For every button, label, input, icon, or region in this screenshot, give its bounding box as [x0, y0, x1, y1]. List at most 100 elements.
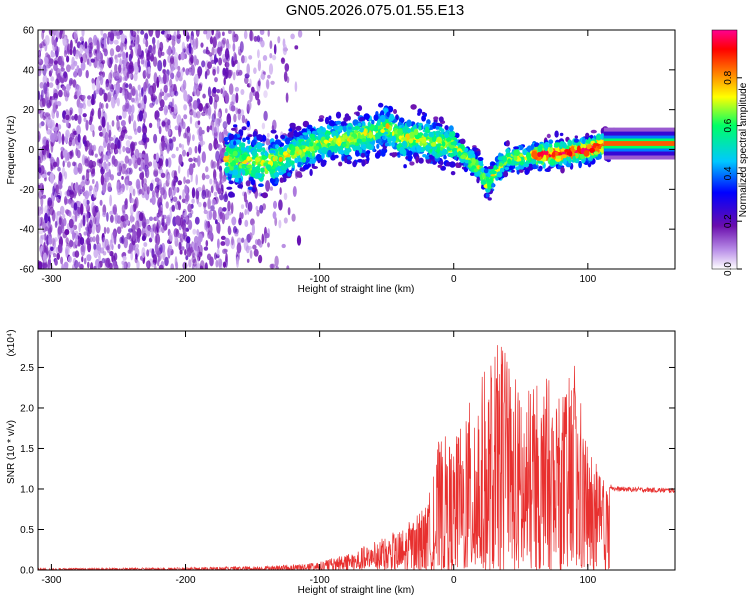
spectrogram-cell [469, 150, 475, 155]
spectrogram-cell [53, 126, 59, 132]
spectrogram-cell [223, 248, 228, 253]
spectrogram-cell [85, 140, 90, 148]
spectrogram-cell [209, 95, 213, 105]
spectrogram-cell [225, 252, 228, 263]
spectrogram-cell [389, 113, 395, 122]
spectrogram-cell [73, 202, 78, 212]
spectrogram-cell [88, 49, 92, 58]
spectrogram-cell [258, 183, 264, 187]
spectrogram-cell [173, 59, 178, 70]
spectrogram-cell [205, 174, 210, 180]
spectrogram-cell [278, 146, 284, 152]
spectrogram-cell [300, 141, 307, 146]
spectrogram-cell [241, 165, 246, 169]
spectrogram-cell [452, 140, 457, 146]
spectrogram-cell [187, 203, 192, 213]
spectrogram-cell [90, 58, 96, 63]
snr-y-tick-label: 1.0 [20, 484, 34, 495]
spectrogram-cell [287, 131, 294, 138]
spectrogram-cell [294, 81, 298, 93]
spectrogram-cell [453, 150, 459, 156]
spectrogram-cell [131, 154, 136, 165]
spectrogram-cell [171, 84, 175, 89]
spectrogram-cell [40, 89, 44, 101]
spectrogram-cell [339, 126, 343, 131]
spectrogram-cell [311, 150, 315, 157]
spectrogram-cell [421, 111, 426, 116]
spectrogram-cell [198, 233, 203, 243]
spectrogram-cell [125, 51, 129, 59]
spectrogram-cell [497, 156, 504, 161]
spectrogram-cell [146, 186, 150, 195]
spectrogram-cell [228, 133, 235, 140]
spectrogram-cell [215, 150, 220, 162]
spectrogram-cell [513, 146, 520, 150]
spectrogram-cell [188, 157, 194, 163]
spectrogram-cell [559, 132, 564, 137]
spectrogram-cell [251, 149, 257, 157]
spectrogram-cell [555, 155, 562, 159]
spectrogram-cell [50, 119, 55, 131]
spectrogram-cell [449, 130, 456, 138]
spectrogram-cell [64, 196, 68, 206]
spectrogram-cell [108, 148, 113, 154]
spectrogram-cell [123, 134, 129, 140]
spectrogram-cell [189, 163, 194, 176]
spectrogram-cell [309, 142, 314, 147]
spectrogram-cell [226, 113, 232, 125]
spectrogram-cell [301, 128, 307, 132]
spectrogram-cell [42, 263, 48, 269]
spectrogram-cell [232, 42, 236, 52]
spectrogram-cell [189, 116, 193, 125]
spectrogram-cell [102, 251, 107, 256]
spectrogram-cell [254, 157, 261, 163]
spectrogram-cell [84, 190, 90, 200]
spectrogram-cell [246, 63, 250, 76]
spectrogram-cell [96, 41, 100, 54]
spectrogram-cell [63, 217, 67, 226]
spectrogram-cell [371, 119, 375, 125]
spectrogram-cell [487, 166, 494, 170]
spectrogram-cell [380, 150, 386, 157]
spectrogram-cell [65, 129, 70, 139]
spectrogram-cell [417, 112, 421, 116]
colorbar-ticks: 0.0 0.2 0.4 0.6 0.8 [723, 70, 742, 276]
spectrogram-cell [116, 161, 121, 174]
spectrogram-cell [188, 259, 192, 268]
spectrogram-cell [38, 172, 41, 180]
spectrogram-cell [66, 38, 69, 44]
spectrogram-cell [248, 232, 253, 240]
spectrogram-cell [518, 168, 524, 173]
spectrogram-cell [44, 212, 48, 224]
spectrogram-cell [600, 148, 606, 153]
spectrogram-cell [155, 109, 159, 120]
spectrogram-cell [92, 130, 95, 138]
spectrogram-cell [196, 229, 200, 236]
spectrogram-cell [115, 45, 121, 53]
spectrogram-cell [247, 201, 253, 212]
spectrogram-cell [113, 39, 119, 45]
spectrogram-cell [178, 125, 182, 137]
spectrogram-cell [102, 89, 105, 95]
spectrogram-cell [382, 135, 386, 140]
spectrogram-cell [438, 116, 444, 123]
spectrogram-cell [251, 169, 256, 174]
spectrogram-cell [373, 114, 379, 121]
spectrogram-cell [86, 57, 90, 66]
spectrogram-cell [164, 256, 169, 267]
spectrogram-cell [97, 262, 101, 269]
spectrogram-cell [65, 237, 69, 245]
spectrogram-cell [267, 30, 270, 37]
spectrogram-cell [241, 55, 245, 64]
spectrogram-cell [38, 261, 43, 269]
spectrogram-cell [111, 120, 115, 127]
spectrogram-cell [82, 53, 88, 63]
spectrogram-cell [357, 105, 363, 112]
spectrogram-panel: -300 -200 -100 0 100 60 40 20 0 -20 -40 -60 Height … [6, 26, 676, 295]
spectrogram-cell [231, 192, 235, 198]
spectrogram-cell [207, 86, 212, 98]
spectrogram-cell [215, 219, 218, 225]
spectrogram-cell [124, 75, 128, 82]
spectrogram-cell [357, 132, 361, 139]
spectrogram-cell [269, 40, 273, 50]
